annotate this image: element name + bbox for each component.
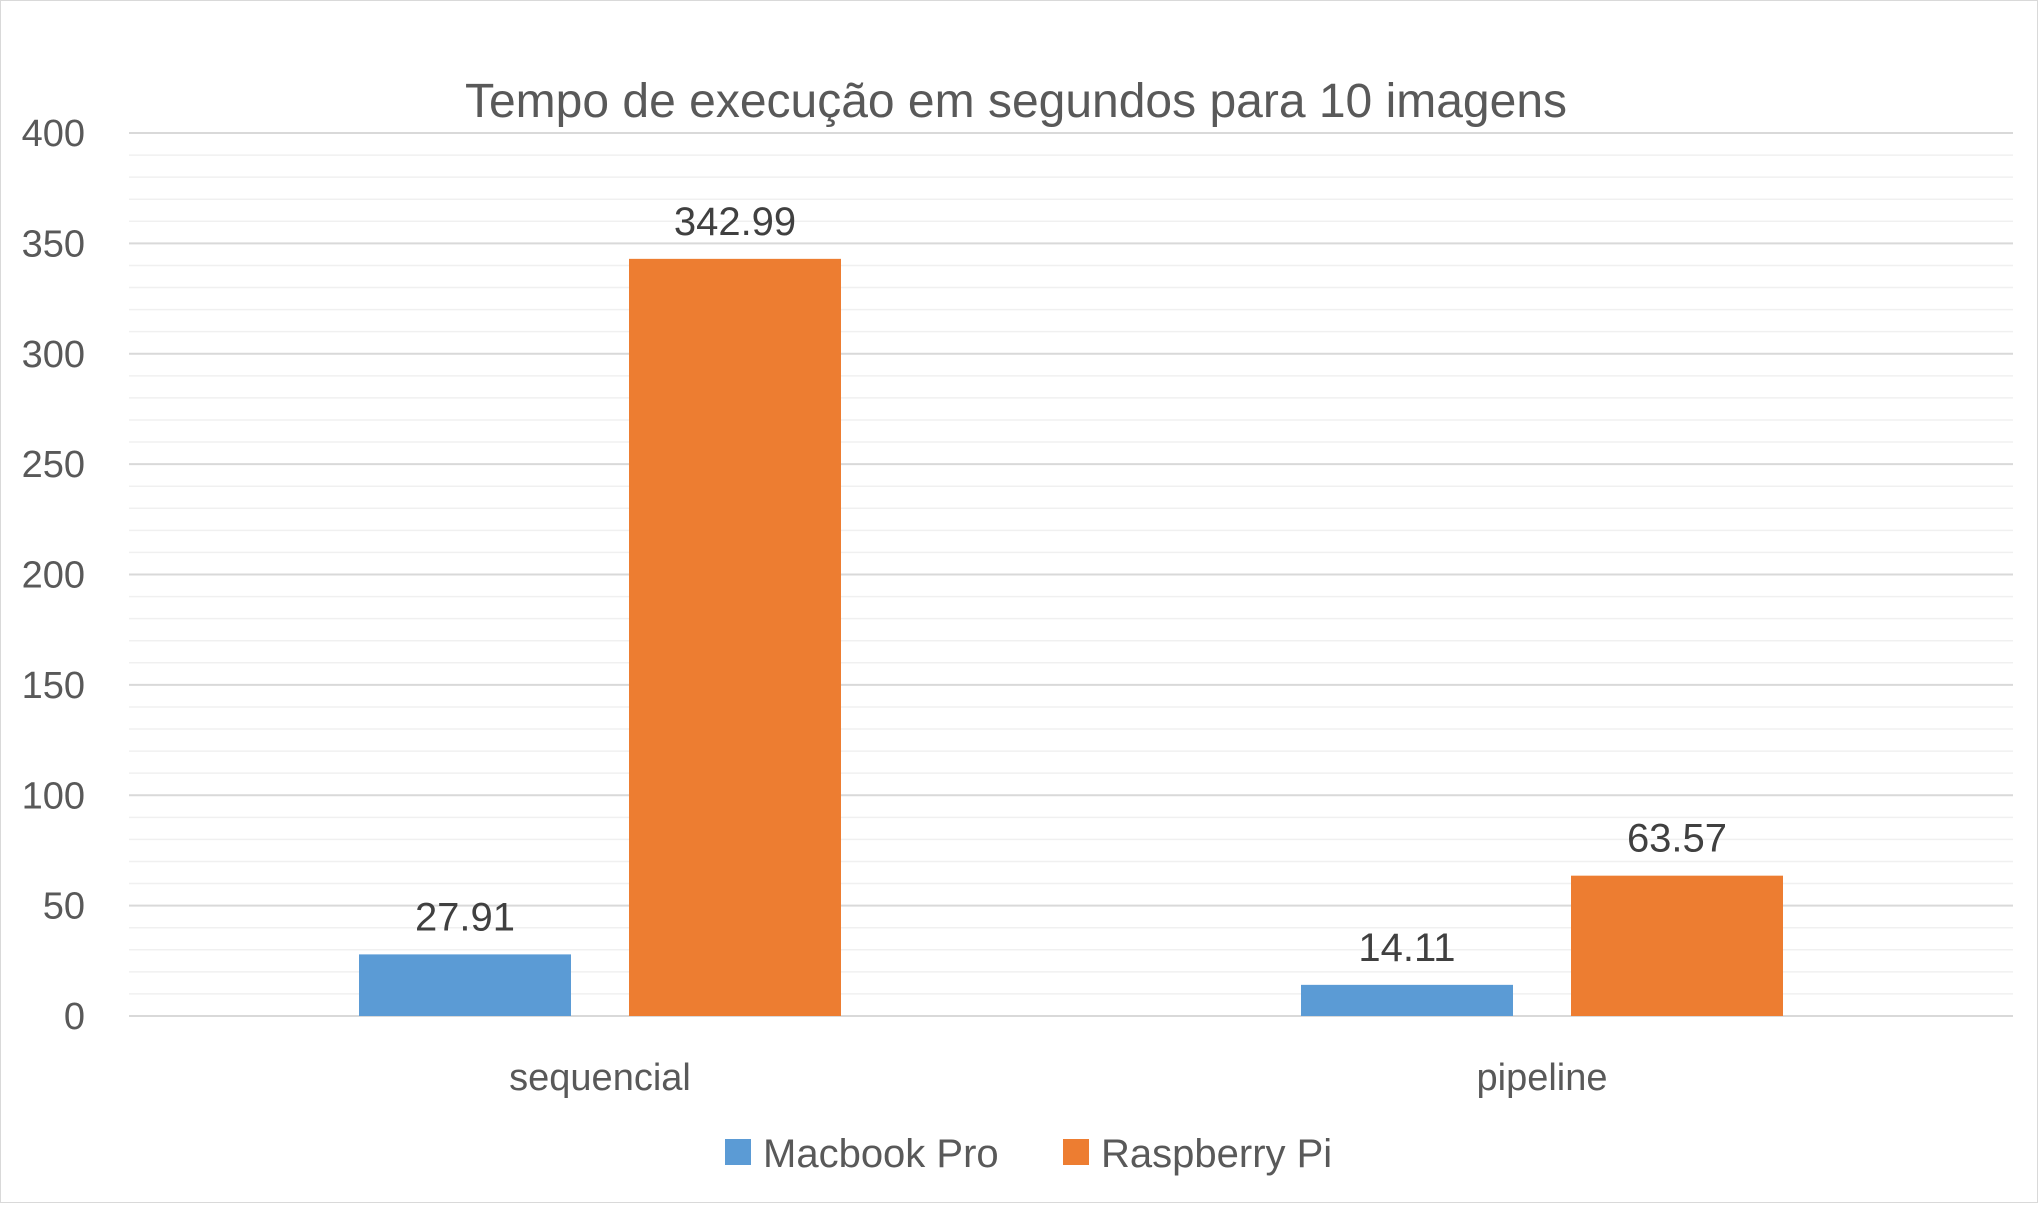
y-tick-label: 250 xyxy=(22,444,85,486)
data-label: 342.99 xyxy=(674,200,796,244)
bar-raspberry-pi-pipeline xyxy=(1571,876,1783,1016)
data-label: 14.11 xyxy=(1358,926,1455,970)
y-tick-label: 0 xyxy=(64,996,85,1038)
y-tick-label: 350 xyxy=(22,223,85,265)
bar-raspberry-pi-sequencial xyxy=(629,259,841,1016)
legend-label: Macbook Pro xyxy=(763,1132,999,1176)
y-tick-label: 200 xyxy=(22,555,85,597)
y-tick-label: 100 xyxy=(22,775,85,817)
legend-label: Raspberry Pi xyxy=(1101,1132,1332,1176)
x-category-label: sequencial xyxy=(509,1057,691,1099)
y-tick-label: 400 xyxy=(22,113,85,155)
y-tick-label: 300 xyxy=(22,334,85,376)
legend-swatch xyxy=(1063,1139,1089,1165)
bars xyxy=(359,259,1783,1016)
y-axis-ticks: 0 50 100 150 200 250 300 350 400 xyxy=(22,113,85,1038)
legend: Macbook Pro Raspberry Pi xyxy=(725,1132,1332,1176)
x-category-label: pipeline xyxy=(1477,1057,1608,1099)
data-labels: 27.91 342.99 14.11 63.57 xyxy=(415,200,1727,970)
bar-macbook-pro-sequencial xyxy=(359,954,571,1016)
chart-title: Tempo de execução em segundos para 10 im… xyxy=(465,75,1567,128)
y-tick-label: 150 xyxy=(22,665,85,707)
legend-swatch xyxy=(725,1139,751,1165)
data-label: 27.91 xyxy=(415,895,515,939)
y-tick-label: 50 xyxy=(43,886,85,928)
bar-macbook-pro-pipeline xyxy=(1301,985,1513,1016)
x-axis-categories: sequencial pipeline xyxy=(509,1057,1607,1099)
data-label: 63.57 xyxy=(1627,817,1727,861)
